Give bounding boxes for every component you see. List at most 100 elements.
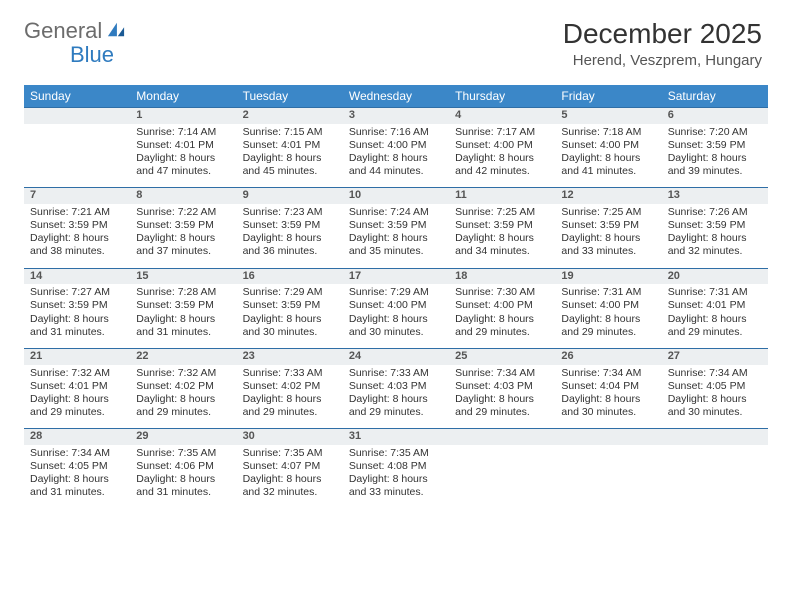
day-number-cell: 24 — [343, 348, 449, 364]
sunset-text: Sunset: 3:59 PM — [243, 299, 337, 312]
day-number-cell: 16 — [237, 268, 343, 284]
sunrise-text: Sunrise: 7:34 AM — [30, 447, 124, 460]
day-cell: Sunrise: 7:24 AMSunset: 3:59 PMDaylight:… — [343, 204, 449, 268]
weekday-header: Tuesday — [237, 85, 343, 108]
day-cell — [449, 445, 555, 509]
day-number-cell: 28 — [24, 429, 130, 445]
sunset-text: Sunset: 3:59 PM — [136, 219, 230, 232]
sunset-text: Sunset: 4:02 PM — [243, 380, 337, 393]
sunrise-text: Sunrise: 7:20 AM — [668, 126, 762, 139]
calendar-table: SundayMondayTuesdayWednesdayThursdayFrid… — [24, 85, 768, 509]
sunrise-text: Sunrise: 7:30 AM — [455, 286, 549, 299]
day-cell: Sunrise: 7:32 AMSunset: 4:01 PMDaylight:… — [24, 365, 130, 429]
day-number-cell: 25 — [449, 348, 555, 364]
daylight-text: Daylight: 8 hours and 45 minutes. — [243, 152, 337, 178]
day-number-cell — [555, 429, 661, 445]
sunrise-text: Sunrise: 7:34 AM — [561, 367, 655, 380]
daylight-text: Daylight: 8 hours and 38 minutes. — [30, 232, 124, 258]
day-number-cell: 17 — [343, 268, 449, 284]
day-number-cell: 15 — [130, 268, 236, 284]
logo: GeneralBlue — [24, 18, 134, 68]
daylight-text: Daylight: 8 hours and 30 minutes. — [243, 313, 337, 339]
daylight-text: Daylight: 8 hours and 29 minutes. — [349, 393, 443, 419]
sunset-text: Sunset: 4:02 PM — [136, 380, 230, 393]
daylight-text: Daylight: 8 hours and 29 minutes. — [136, 393, 230, 419]
day-number-row: 78910111213 — [24, 188, 768, 204]
weekday-header: Saturday — [662, 85, 768, 108]
day-number-cell: 5 — [555, 108, 661, 124]
day-content-row: Sunrise: 7:14 AMSunset: 4:01 PM Daylight:… — [24, 124, 768, 188]
sunrise-text: Sunrise: 7:25 AM — [455, 206, 549, 219]
title-block: December 2025 Herend, Veszprem, Hungary — [563, 18, 762, 69]
weekday-header: Wednesday — [343, 85, 449, 108]
sunrise-text: Sunrise: 7:24 AM — [349, 206, 443, 219]
sunset-text: Sunset: 3:59 PM — [30, 299, 124, 312]
day-number-cell: 7 — [24, 188, 130, 204]
day-cell — [555, 445, 661, 509]
sunrise-text: Sunrise: 7:18 AM — [561, 126, 655, 139]
sunset-text: Sunset: 4:00 PM — [349, 139, 443, 152]
day-cell: Sunrise: 7:20 AMSunset: 3:59 PMDaylight:… — [662, 124, 768, 188]
day-cell: Sunrise: 7:25 AMSunset: 3:59 PMDaylight:… — [449, 204, 555, 268]
sunrise-text: Sunrise: 7:27 AM — [30, 286, 124, 299]
day-number-cell: 21 — [24, 348, 130, 364]
day-number-cell — [449, 429, 555, 445]
day-number-cell: 13 — [662, 188, 768, 204]
day-cell — [24, 124, 130, 188]
day-cell: Sunrise: 7:29 AMSunset: 3:59 PMDaylight:… — [237, 284, 343, 348]
sunrise-text: Sunrise: 7:26 AM — [668, 206, 762, 219]
sunrise-text: Sunrise: 7:34 AM — [668, 367, 762, 380]
day-number-cell: 23 — [237, 348, 343, 364]
day-cell: Sunrise: 7:33 AMSunset: 4:03 PMDaylight:… — [343, 365, 449, 429]
day-cell: Sunrise: 7:27 AMSunset: 3:59 PMDaylight:… — [24, 284, 130, 348]
day-number-cell: 6 — [662, 108, 768, 124]
day-number-cell — [662, 429, 768, 445]
sunset-text: Sunset: 4:00 PM — [561, 299, 655, 312]
day-cell: Sunrise: 7:16 AMSunset: 4:00 PMDaylight:… — [343, 124, 449, 188]
day-number-cell: 31 — [343, 429, 449, 445]
sunset-text: Sunset: 4:00 PM — [349, 299, 443, 312]
daylight-text: Daylight: 8 hours and 29 minutes. — [30, 393, 124, 419]
day-cell: Sunrise: 7:35 AMSunset: 4:08 PMDaylight:… — [343, 445, 449, 509]
day-cell: Sunrise: 7:29 AMSunset: 4:00 PMDaylight:… — [343, 284, 449, 348]
sunrise-text: Sunrise: 7:28 AM — [136, 286, 230, 299]
day-number-row: 21222324252627 — [24, 348, 768, 364]
sunset-text: Sunset: 4:01 PM — [136, 139, 230, 152]
sunset-text: Sunset: 4:08 PM — [349, 460, 443, 473]
sunrise-text: Sunrise: 7:17 AM — [455, 126, 549, 139]
daylight-text: Daylight: 8 hours and 29 minutes. — [561, 313, 655, 339]
daylight-text: Daylight: 8 hours and 30 minutes. — [349, 313, 443, 339]
day-cell: Sunrise: 7:35 AMSunset: 4:06 PMDaylight:… — [130, 445, 236, 509]
sunrise-text: Sunrise: 7:34 AM — [455, 367, 549, 380]
sunset-text: Sunset: 4:03 PM — [349, 380, 443, 393]
daylight-text: Daylight: 8 hours and 39 minutes. — [668, 152, 762, 178]
sunrise-text: Sunrise: 7:25 AM — [561, 206, 655, 219]
page-header: GeneralBlue December 2025 Herend, Veszpr… — [0, 0, 792, 77]
sunrise-text: Sunrise: 7:14 AM — [136, 126, 230, 139]
day-number-cell: 19 — [555, 268, 661, 284]
day-cell: Sunrise: 7:18 AMSunset: 4:00 PMDaylight:… — [555, 124, 661, 188]
page-title: December 2025 — [563, 18, 762, 50]
weekday-header: Friday — [555, 85, 661, 108]
sunset-text: Sunset: 4:05 PM — [668, 380, 762, 393]
sunset-text: Sunset: 4:05 PM — [30, 460, 124, 473]
sunrise-text: Sunrise: 7:32 AM — [136, 367, 230, 380]
day-cell: Sunrise: 7:31 AMSunset: 4:00 PMDaylight:… — [555, 284, 661, 348]
sunrise-text: Sunrise: 7:16 AM — [349, 126, 443, 139]
day-cell: Sunrise: 7:30 AMSunset: 4:00 PMDaylight:… — [449, 284, 555, 348]
daylight-text: Daylight: 8 hours and 29 minutes. — [243, 393, 337, 419]
day-number-cell: 9 — [237, 188, 343, 204]
day-cell: Sunrise: 7:28 AMSunset: 3:59 PMDaylight:… — [130, 284, 236, 348]
sunset-text: Sunset: 4:06 PM — [136, 460, 230, 473]
sunset-text: Sunset: 3:59 PM — [668, 139, 762, 152]
day-cell: Sunrise: 7:23 AMSunset: 3:59 PMDaylight:… — [237, 204, 343, 268]
sunset-text: Sunset: 3:59 PM — [349, 219, 443, 232]
sunrise-text: Sunrise: 7:35 AM — [243, 447, 337, 460]
day-cell: Sunrise: 7:25 AMSunset: 3:59 PMDaylight:… — [555, 204, 661, 268]
day-number-cell: 8 — [130, 188, 236, 204]
logo-text-general: General — [24, 18, 102, 44]
daylight-text: Daylight: 8 hours and 29 minutes. — [455, 393, 549, 419]
sunset-text: Sunset: 4:04 PM — [561, 380, 655, 393]
sunrise-text: Sunrise: 7:29 AM — [349, 286, 443, 299]
day-cell: Sunrise: 7:33 AMSunset: 4:02 PMDaylight:… — [237, 365, 343, 429]
